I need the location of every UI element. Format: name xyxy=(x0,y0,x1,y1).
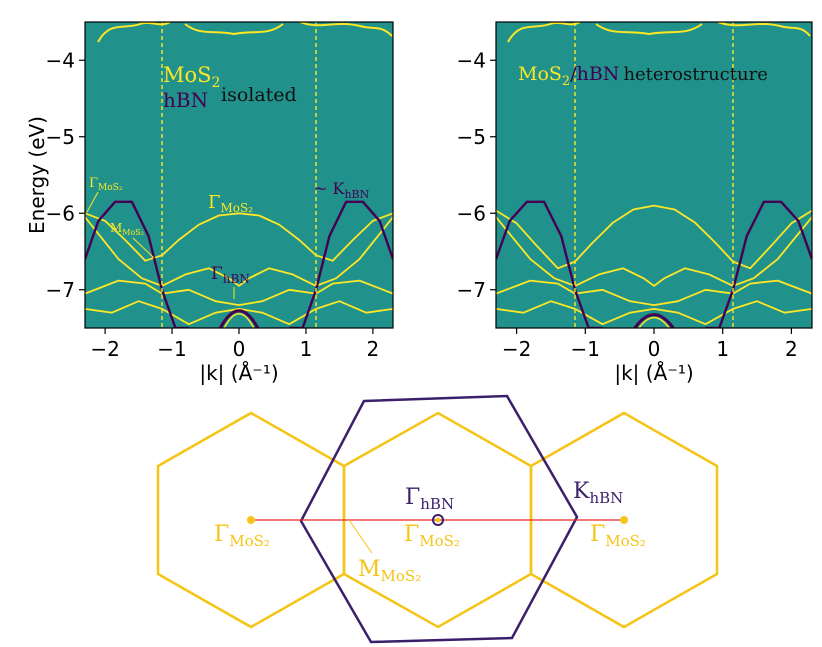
y-tick-label: −4 xyxy=(457,48,486,72)
mos2-band-line xyxy=(496,279,812,306)
mos2-band-line xyxy=(496,216,812,287)
label-m-mos2: MMoS₂ xyxy=(358,557,421,585)
y-tick-label: −4 xyxy=(46,48,75,72)
left-top-band-1 xyxy=(97,22,171,43)
y-tick-label: −7 xyxy=(457,278,486,302)
left-y-axis-label: Energy (eV) xyxy=(25,116,49,234)
anno-m-mos2: MMoS₂ xyxy=(110,221,144,237)
mos2-band-line xyxy=(85,212,393,262)
hbn-band-line xyxy=(85,200,189,328)
y-tick-label: −7 xyxy=(46,278,75,302)
left-x-axis-label: |k| (Å⁻¹) xyxy=(199,361,278,385)
label-gamma-mos2-left: ΓMoS₂ xyxy=(214,522,270,550)
mos2-zone-right xyxy=(529,411,719,629)
left-legend-mos2: MoS2 xyxy=(163,63,220,91)
x-tick-label: 1 xyxy=(300,337,313,361)
label-gamma-hbn: ΓhBN xyxy=(405,485,454,513)
hbn-band-line xyxy=(289,200,393,328)
right-x-ticks: −2 −1 0 1 2 xyxy=(502,328,798,361)
label-gamma-mos2-right: ΓMoS₂ xyxy=(590,522,646,550)
hbn-band-line xyxy=(705,200,812,328)
left-panel: −4 −5 −6 −7 −2 −1 0 1 2 Energy (eV) |k| (Å⁻¹) M… xyxy=(25,21,394,385)
right-top-bands xyxy=(507,22,811,43)
left-legend-isolated: isolated xyxy=(221,84,297,106)
x-tick-label: −2 xyxy=(502,337,531,361)
left-y-ticks: −4 −5 −6 −7 xyxy=(46,48,85,302)
left-band-lines xyxy=(85,200,393,328)
x-tick-label: 0 xyxy=(648,337,661,361)
x-tick-label: 0 xyxy=(233,337,246,361)
mos2-band-line xyxy=(85,216,393,287)
y-tick-label: −6 xyxy=(46,201,75,225)
right-plot-background xyxy=(496,22,812,328)
y-tick-label: −5 xyxy=(457,125,486,149)
x-tick-label: −1 xyxy=(571,337,600,361)
label-k-hbn: KhBN xyxy=(573,479,623,507)
right-band-lines xyxy=(496,200,812,328)
hbn-band-line xyxy=(496,200,603,328)
mos2-band-line xyxy=(85,300,393,326)
left-x-ticks: −2 −1 0 1 2 xyxy=(90,328,379,361)
mos2-gamma-band xyxy=(223,313,255,328)
gamma-mos2-point-left xyxy=(247,516,255,524)
anno-gamma-hbn: ΓhBN xyxy=(211,264,250,286)
label-gamma-mos2-center: ΓMoS₂ xyxy=(404,522,460,550)
m-mos2-pointer xyxy=(348,519,373,554)
anno-gamma-mos2-center: ΓMoS₂ xyxy=(208,192,253,215)
left-top-band-2 xyxy=(184,23,284,36)
right-top-band-2 xyxy=(595,23,703,36)
anno-gamma-mos2-left-pointer xyxy=(86,191,99,213)
mos2-gamma-band xyxy=(638,316,670,328)
hbn-gamma-band xyxy=(633,313,675,328)
right-top-band-1 xyxy=(507,22,581,43)
x-tick-label: 2 xyxy=(785,337,798,361)
gamma-hbn-ring xyxy=(432,514,444,526)
gamma-mos2-point-center xyxy=(435,517,441,523)
hbn-gamma-band xyxy=(218,309,260,328)
x-tick-label: 1 xyxy=(716,337,729,361)
mos2-band-line xyxy=(496,300,812,326)
y-tick-label: −5 xyxy=(46,125,75,149)
mos2-band-line xyxy=(496,204,812,270)
anno-k-hbn: ~ KhBN xyxy=(314,179,370,201)
hbn-zone xyxy=(299,394,579,644)
x-tick-label: 2 xyxy=(367,337,380,361)
anno-m-mos2-pointer xyxy=(132,237,155,259)
mos2-band-line xyxy=(85,279,393,306)
left-plot-background xyxy=(85,22,393,328)
y-tick-label: −6 xyxy=(457,201,486,225)
right-top-band-3 xyxy=(717,22,811,37)
x-tick-label: −2 xyxy=(90,337,119,361)
x-tick-label: −1 xyxy=(157,337,186,361)
gamma-mos2-point-right xyxy=(620,516,628,524)
right-x-axis-label: |k| (Å⁻¹) xyxy=(614,361,693,385)
anno-gamma-mos2-left: ΓMoS₂ xyxy=(89,176,123,193)
left-legend-hbn: hBN xyxy=(163,88,208,112)
right-panel: −4 −5 −6 −7 −2 −1 0 1 2 |k| (Å⁻¹) MoS2/hBN heter… xyxy=(457,21,813,385)
right-y-ticks: −4 −5 −6 −7 xyxy=(457,48,496,302)
brillouin-zone-diagram: ΓMoS₂ ΓMoS₂ ΓMoS₂ ΓhBN KhBN MMoS₂ xyxy=(156,394,719,644)
right-legend: MoS2/hBN heterostructure xyxy=(518,63,768,89)
